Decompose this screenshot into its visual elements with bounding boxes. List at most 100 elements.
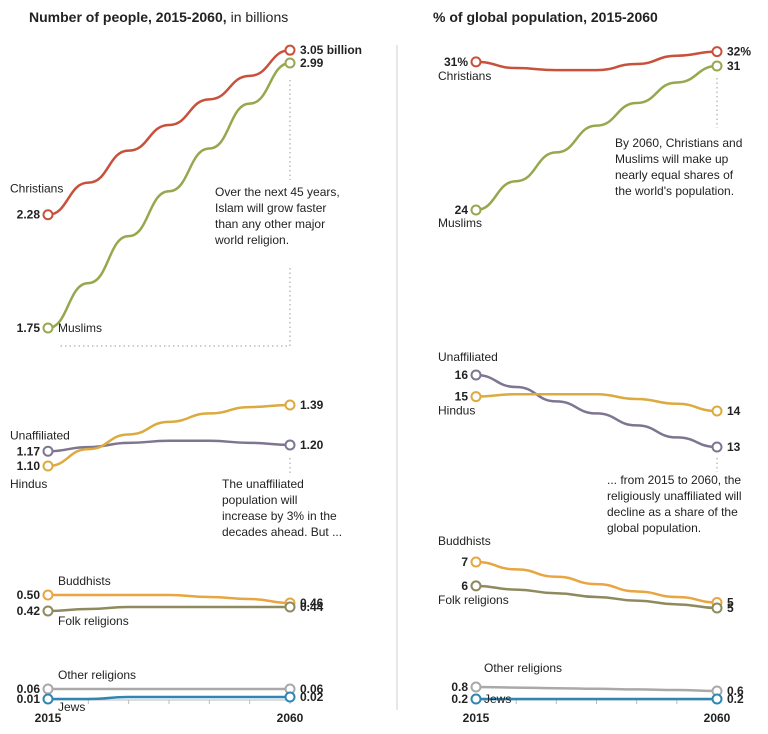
series-line-muslims — [47, 61, 291, 330]
end-value-label: 0.46 — [300, 596, 324, 610]
end-marker-jews — [284, 691, 296, 703]
end-value-label: 13 — [727, 440, 741, 454]
end-value-label: 1.39 — [300, 398, 324, 412]
end-marker-muslims — [711, 60, 723, 72]
start-marker-christians — [470, 56, 482, 68]
start-marker-hindus — [470, 391, 482, 403]
end-value-label: 0.6 — [727, 684, 744, 698]
end-value-label: 5 — [727, 595, 734, 609]
end-value-label: 5 — [727, 601, 734, 615]
series-line-christians — [475, 50, 718, 72]
end-marker-folk — [284, 601, 296, 613]
series-name-folk: Folk religions — [58, 614, 129, 628]
annotation-line: religiously unaffiliated will — [607, 489, 742, 503]
series-line-other — [475, 685, 718, 693]
series-name-christians: Christians — [438, 69, 491, 83]
start-value-label: 7 — [461, 555, 468, 569]
annotation-line: population will — [222, 493, 297, 507]
start-marker-folk — [42, 605, 54, 617]
start-marker-unaffiliated — [470, 369, 482, 381]
start-value-label: 0.50 — [17, 588, 41, 602]
series-line-jews — [48, 695, 290, 701]
series-line-christians — [47, 48, 291, 216]
end-value-label: 1.20 — [300, 438, 324, 452]
annotation-line: Over the next 45 years, — [215, 185, 340, 199]
start-marker-hindus — [42, 460, 54, 472]
start-marker-other — [470, 681, 482, 693]
end-value-label: 0.2 — [727, 692, 744, 706]
end-value-label: 14 — [727, 404, 741, 418]
series-line-unaffiliated — [475, 373, 718, 449]
series-name-christians: Christians — [10, 182, 63, 196]
series-name-other: Other religions — [484, 661, 562, 675]
end-marker-unaffiliated — [284, 439, 296, 451]
x-tick-label-start: 2015 — [35, 711, 62, 725]
series-name-jews: Jews — [484, 692, 511, 706]
start-marker-folk — [470, 580, 482, 592]
x-tick-label-start: 2015 — [463, 711, 490, 725]
end-marker-unaffiliated — [711, 441, 723, 453]
start-value-label: 0.01 — [17, 692, 41, 706]
end-value-label: 31 — [727, 59, 741, 73]
annotation-line: world religion. — [214, 233, 289, 247]
series-line-hindus — [475, 392, 718, 413]
end-value-label: 0.06 — [300, 682, 324, 696]
series-line-folk — [475, 584, 718, 610]
end-value-label: 0.02 — [300, 690, 324, 704]
start-marker-muslims — [470, 204, 482, 216]
start-value-label: 0.06 — [17, 682, 41, 696]
series-name-unaffiliated: Unaffiliated — [438, 350, 498, 364]
start-value-label: 31% — [444, 55, 468, 69]
end-marker-hindus — [711, 405, 723, 417]
guide-dotted-line — [60, 80, 291, 347]
start-marker-other — [42, 683, 54, 695]
annotation-line: increase by 3% in the — [222, 509, 337, 523]
annotation-line: The unaffiliated — [222, 477, 304, 491]
end-value-label: 0.44 — [300, 600, 324, 614]
annotation-line: Islam will grow faster — [215, 201, 326, 215]
series-name-unaffiliated: Unaffiliated — [10, 428, 70, 442]
series-line-unaffiliated — [47, 439, 291, 453]
end-marker-christians — [711, 46, 723, 58]
start-value-label: 15 — [455, 390, 469, 404]
right-chart-title: % of global population, 2015-2060 — [433, 9, 658, 25]
annotation-line: By 2060, Christians and — [615, 136, 742, 150]
series-line-buddhists — [475, 560, 718, 604]
series-name-jews: Jews — [58, 700, 85, 714]
start-marker-jews — [470, 693, 482, 705]
series-line-buddhists — [48, 593, 291, 605]
series-name-other: Other religions — [58, 668, 136, 682]
end-value-label: 2.99 — [300, 56, 324, 70]
start-value-label: 0.2 — [451, 692, 468, 706]
x-tick-label-end: 2060 — [704, 711, 731, 725]
start-value-label: 6 — [461, 579, 468, 593]
start-marker-jews — [42, 693, 54, 705]
annotation-line: decline as a share of the — [607, 505, 738, 519]
start-value-label: 2.28 — [17, 208, 41, 222]
series-name-buddhists: Buddhists — [58, 574, 111, 588]
series-line-hindus — [47, 403, 291, 468]
left-chart-title: Number of people, 2015-2060, in billions — [29, 9, 288, 25]
start-value-label: 16 — [455, 368, 469, 382]
start-value-label: 1.75 — [17, 321, 41, 335]
start-marker-muslims — [42, 322, 54, 334]
series-name-muslims: Muslims — [438, 216, 482, 230]
start-marker-buddhists — [470, 556, 482, 568]
start-marker-christians — [42, 209, 54, 221]
start-value-label: 24 — [455, 203, 469, 217]
start-value-label: 1.10 — [17, 459, 41, 473]
end-marker-jews — [711, 693, 723, 705]
series-name-folk: Folk religions — [438, 593, 509, 607]
end-marker-christians — [284, 44, 296, 56]
series-name-muslims: Muslims — [58, 321, 102, 335]
start-value-label: 0.8 — [451, 680, 468, 694]
start-marker-buddhists — [42, 589, 54, 601]
annotation-line: the world's population. — [615, 184, 734, 198]
end-marker-muslims — [284, 57, 296, 69]
annotation-line: Muslims will make up — [615, 152, 729, 166]
annotation-line: than any other major — [215, 217, 325, 231]
x-tick-label-end: 2060 — [277, 711, 304, 725]
series-name-buddhists: Buddhists — [438, 534, 491, 548]
